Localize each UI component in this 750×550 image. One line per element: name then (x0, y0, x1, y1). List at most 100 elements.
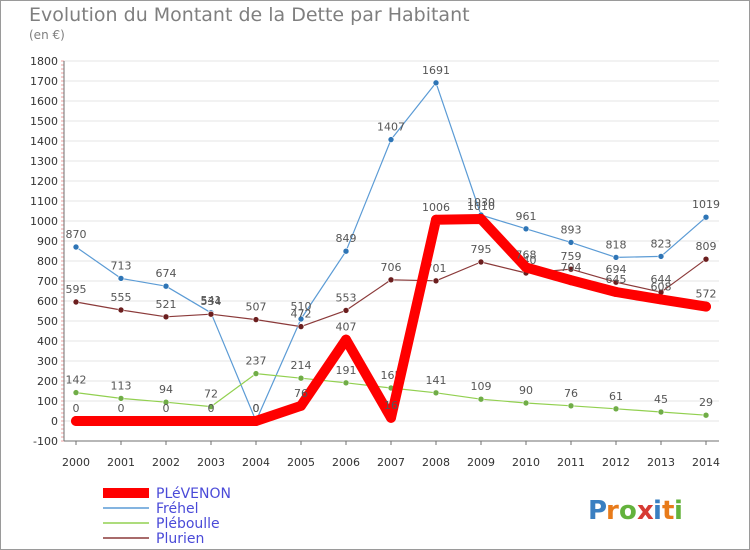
data-point (702, 213, 710, 221)
data-point (161, 416, 171, 426)
data-label: 1010 (467, 200, 495, 213)
y-tick-label: 300 (37, 355, 58, 368)
chart-unit-label: (en €) (29, 28, 65, 42)
data-label: 674 (156, 267, 177, 280)
data-label: 16 (384, 399, 398, 412)
y-tick-label: 700 (37, 275, 58, 288)
svg-text:r: r (606, 496, 619, 525)
data-label: 608 (651, 280, 672, 293)
data-point (117, 275, 125, 282)
svg-text:P: P (588, 496, 607, 525)
y-tick-label: 600 (37, 295, 58, 308)
data-point (72, 243, 80, 251)
y-tick-label: 100 (37, 395, 58, 408)
data-label: 142 (66, 374, 87, 387)
x-tick-label: 2012 (602, 456, 630, 469)
x-tick-label: 2007 (377, 456, 405, 469)
svg-text:o: o (619, 496, 637, 525)
data-label: 645 (606, 273, 627, 286)
data-point (252, 370, 260, 377)
data-point (567, 402, 575, 410)
y-tick-label: 1800 (30, 55, 58, 68)
y-tick-label: 500 (37, 315, 58, 328)
data-label: 45 (654, 393, 668, 406)
data-label: 407 (336, 321, 357, 334)
y-tick-label: 1200 (30, 175, 58, 188)
data-label: 76 (564, 387, 578, 400)
data-point (342, 379, 350, 387)
data-label: 870 (66, 228, 87, 241)
data-point (342, 307, 350, 314)
y-tick-label: -100 (33, 435, 58, 448)
data-point (206, 416, 216, 426)
data-point (521, 262, 531, 273)
svg-text:x: x (637, 496, 654, 525)
data-label: 72 (204, 388, 218, 401)
x-tick-label: 2013 (647, 456, 675, 469)
data-label: 595 (66, 283, 87, 296)
legend-label: Plurien (156, 531, 204, 547)
x-tick-label: 2009 (467, 456, 495, 469)
data-label: 237 (246, 355, 267, 368)
y-tick-label: 1600 (30, 95, 58, 108)
data-point (566, 275, 576, 286)
data-label: 893 (561, 223, 582, 236)
data-label: 214 (291, 359, 312, 372)
data-label: 759 (561, 250, 582, 263)
x-tick-label: 2008 (422, 456, 450, 469)
data-label: 823 (651, 237, 672, 250)
data-point (612, 254, 620, 261)
data-point (611, 287, 621, 297)
data-label: 0 (208, 402, 215, 415)
data-label: 713 (111, 259, 132, 272)
data-point (522, 399, 530, 407)
data-point (341, 334, 351, 345)
data-label: 29 (699, 396, 713, 409)
data-label: 1006 (422, 201, 450, 214)
data-point (612, 278, 620, 286)
y-tick-label: 200 (37, 375, 58, 388)
y-tick-label: 1000 (30, 215, 58, 228)
data-point (117, 306, 125, 314)
data-point (567, 239, 575, 246)
data-point (387, 136, 395, 143)
data-label: 0 (253, 402, 260, 415)
y-tick-label: 800 (37, 255, 58, 268)
svg-text:i: i (653, 496, 662, 525)
data-point (162, 282, 170, 290)
data-point (296, 400, 306, 411)
y-tick-label: 1400 (30, 135, 58, 148)
x-tick-label: 2014 (692, 456, 720, 469)
data-point (702, 411, 710, 419)
legend-label: Pléboulle (156, 516, 220, 532)
data-label: 534 (201, 295, 222, 308)
svg-text:t: t (662, 496, 674, 525)
data-label: 191 (336, 364, 357, 377)
data-point (297, 315, 305, 323)
data-label: 795 (471, 243, 492, 256)
data-point (656, 294, 666, 305)
data-point (567, 265, 575, 273)
data-point (342, 247, 350, 255)
data-label: 76 (294, 387, 308, 400)
data-point (702, 255, 710, 263)
data-point (657, 253, 665, 260)
data-label: 768 (516, 248, 537, 261)
data-point (476, 214, 486, 224)
data-label: 1030 (467, 196, 495, 209)
x-tick-label: 2001 (107, 456, 135, 469)
x-tick-label: 2004 (242, 456, 270, 469)
data-label: 90 (519, 384, 533, 397)
data-point (251, 416, 261, 426)
data-label: 961 (516, 210, 537, 223)
data-point (72, 389, 80, 396)
data-point (432, 79, 440, 87)
data-point (522, 225, 530, 233)
data-label: 109 (471, 380, 492, 393)
data-point (72, 298, 80, 306)
data-label: 510 (291, 300, 312, 313)
x-tick-label: 2002 (152, 456, 180, 469)
data-point (612, 405, 620, 413)
